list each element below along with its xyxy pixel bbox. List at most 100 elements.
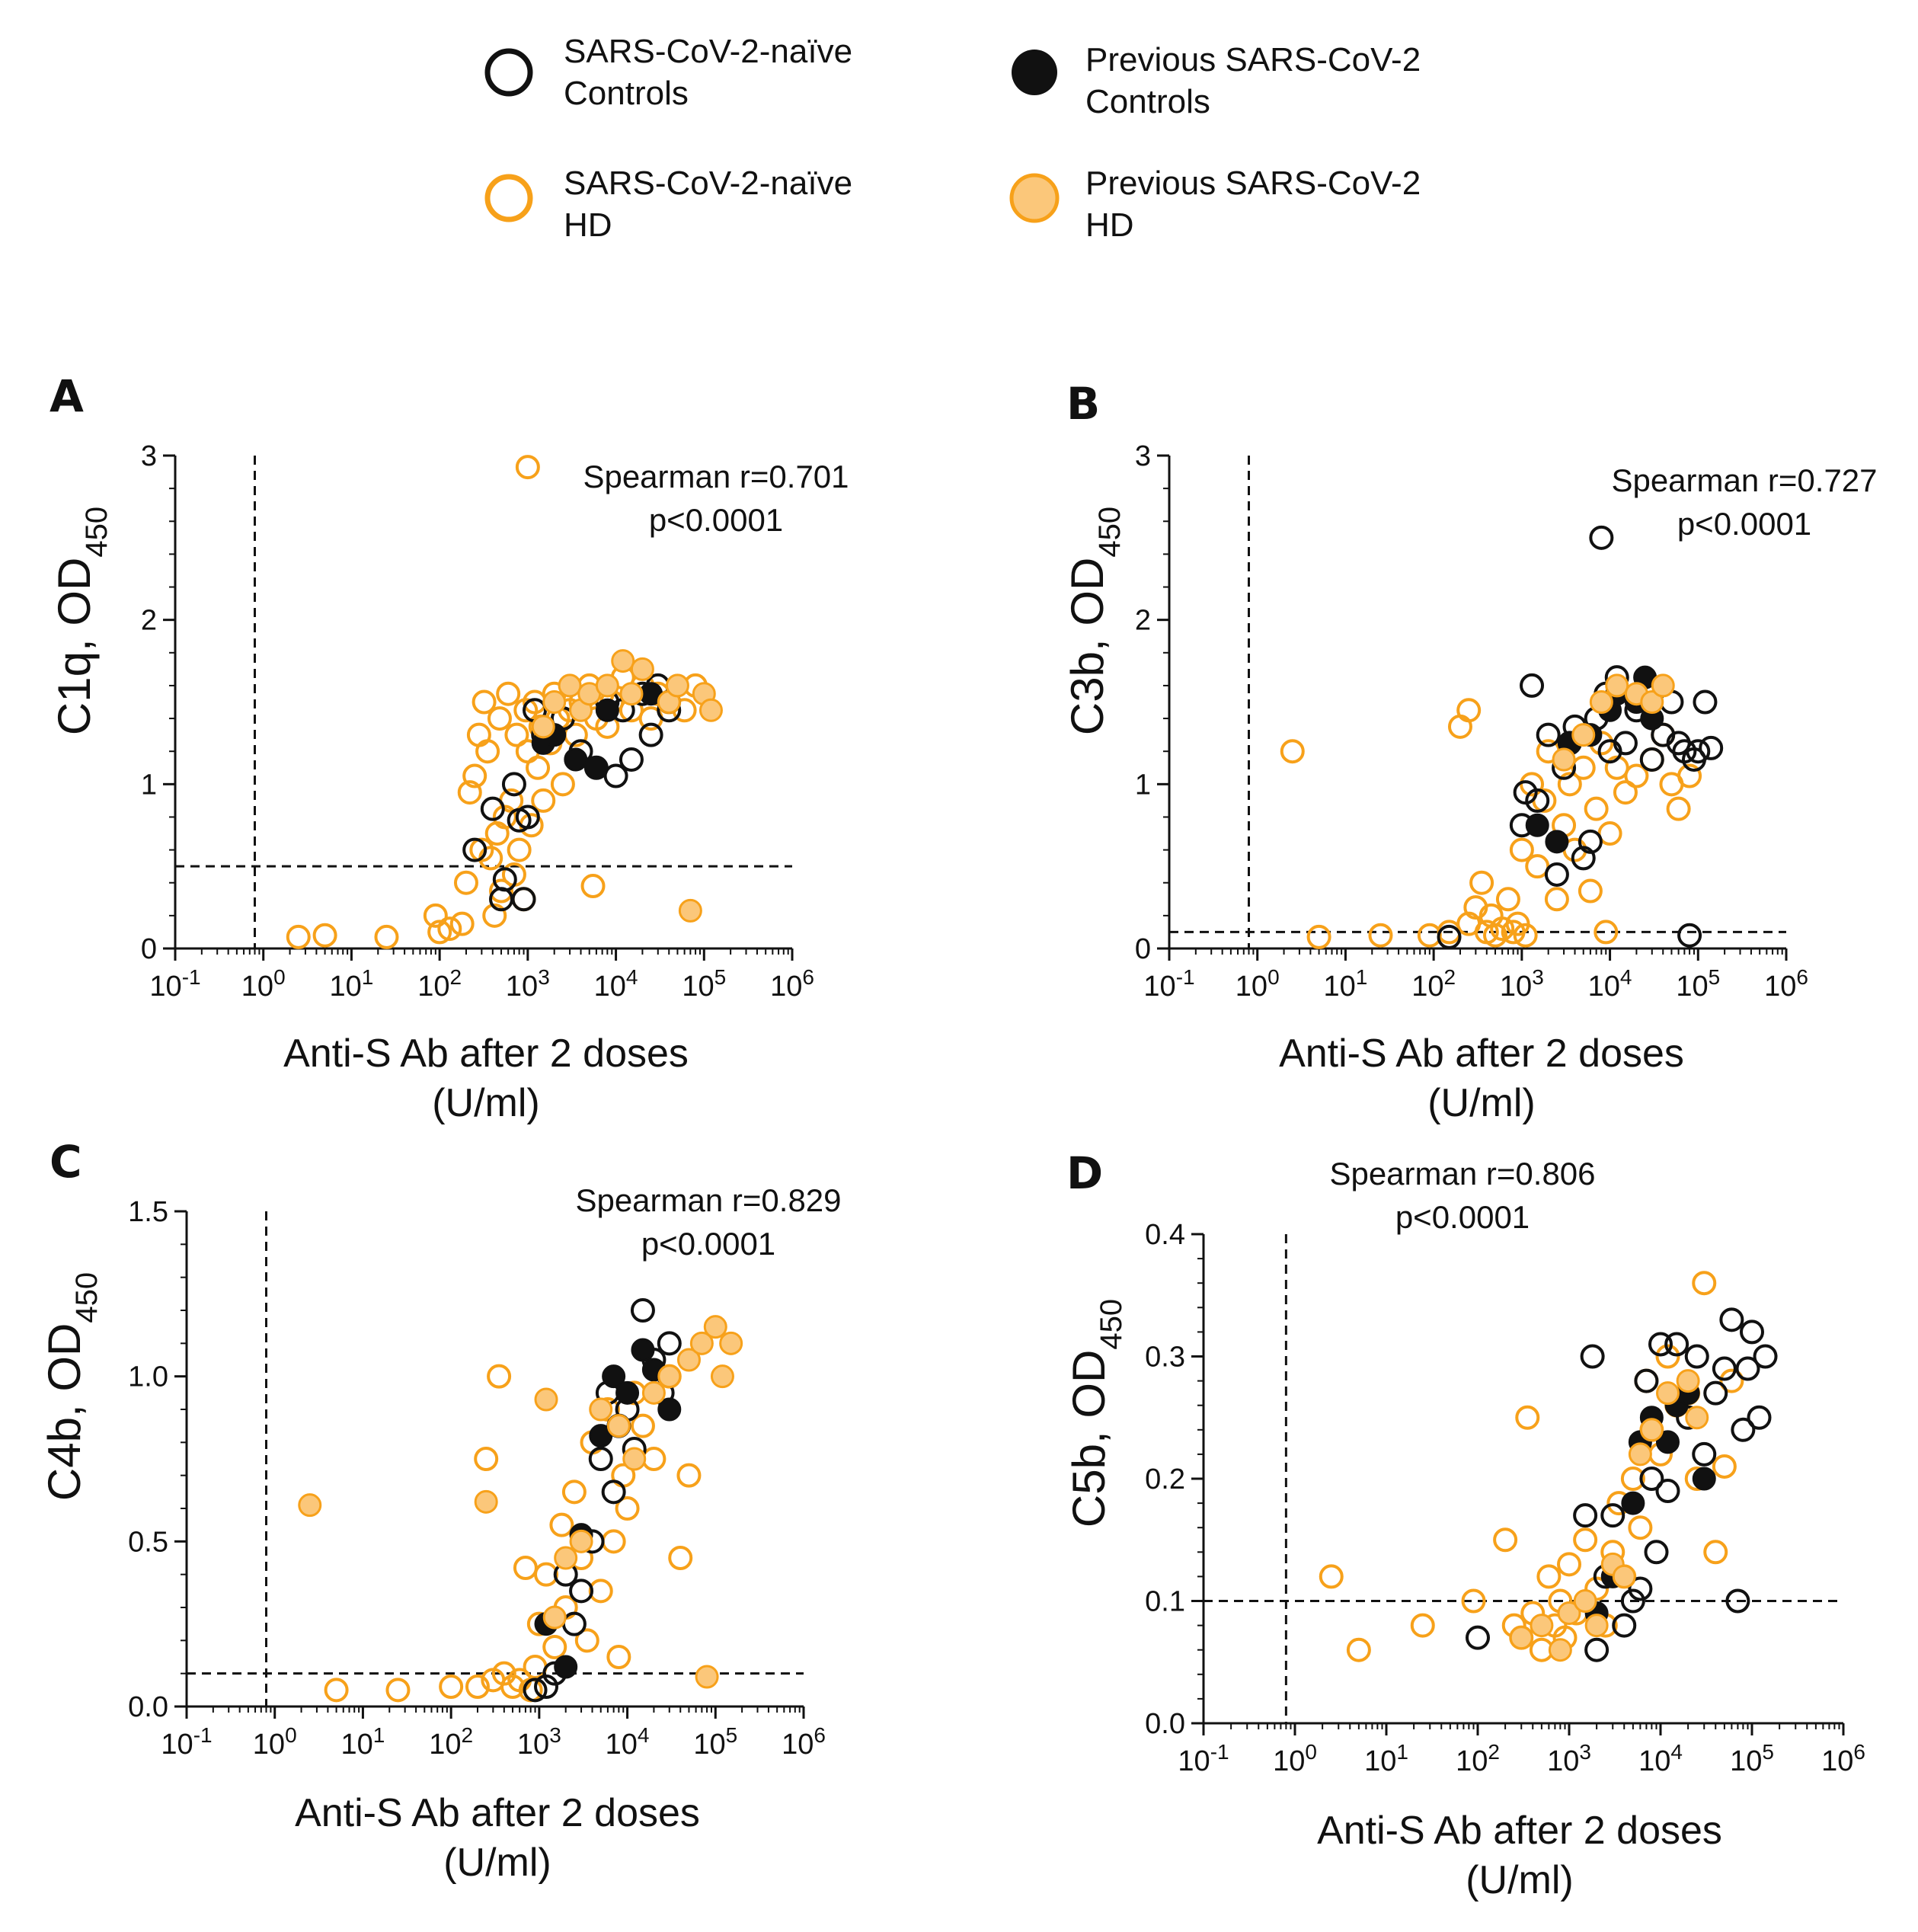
point-previous-hd [678, 898, 702, 923]
point-naive-hd [561, 1479, 587, 1505]
axes: 0.0 0.5 1.0 1.5 10-1 100 101 102 103 104 105 106 [128, 1196, 826, 1761]
point-previous-hd [710, 1364, 734, 1389]
legend-label-line2: Controls [564, 75, 689, 112]
x-tick-label: 102 [1456, 1740, 1500, 1778]
point-naive-hd [1490, 916, 1515, 942]
data-points [1319, 1271, 1778, 1662]
point-naive-controls [1655, 1479, 1680, 1504]
x-tick-label: 104 [606, 1723, 650, 1761]
p-value: p<0.0001 [1395, 1199, 1530, 1235]
y-axis-title: C4b, OD450 [39, 1272, 104, 1501]
point-naive-controls [1699, 735, 1724, 760]
point-naive-controls [501, 772, 526, 797]
point-naive-controls [603, 763, 628, 788]
point-previous-controls [589, 1424, 613, 1448]
x-tick-label: 102 [429, 1723, 473, 1761]
x-tick-label: 103 [506, 965, 550, 1003]
point-naive-controls [1578, 829, 1603, 854]
point-naive-hd [606, 1645, 631, 1669]
point-previous-hd [641, 1380, 666, 1405]
point-naive-controls [1584, 1637, 1610, 1662]
point-naive-controls [1536, 722, 1561, 747]
x-tick-label: 105 [1730, 1740, 1774, 1778]
point-naive-hd [550, 772, 575, 797]
point-naive-controls [1731, 1417, 1756, 1442]
point-naive-hd [1536, 1564, 1562, 1589]
point-naive-hd [1628, 1515, 1653, 1540]
legend-label-line2: Controls [1085, 83, 1210, 120]
data-points [298, 1298, 743, 1703]
point-previous-controls [631, 1338, 655, 1362]
x-axis-title-line2: (U/ml) [1466, 1858, 1574, 1902]
point-naive-controls [1544, 862, 1569, 887]
point-previous-hd [619, 682, 644, 706]
point-previous-hd [698, 698, 723, 722]
point-naive-controls [569, 1579, 594, 1604]
x-tick-label: 104 [1588, 965, 1632, 1003]
y-tick-label: 2 [1135, 605, 1151, 637]
point-naive-hd [1346, 1637, 1371, 1662]
point-previous-hd [1530, 1614, 1554, 1638]
point-naive-hd [1584, 796, 1609, 821]
spearman-stat: Spearman r=0.727 [1611, 462, 1877, 498]
legend-marker-filled-black [1012, 50, 1057, 95]
y-tick-label: 0.2 [1145, 1463, 1185, 1495]
legend-item-previous-controls: Previous SARS-CoV-2 Controls [1012, 41, 1421, 120]
point-previous-hd [1676, 1369, 1700, 1393]
point-naive-controls [1613, 731, 1638, 756]
point-previous-controls [554, 1655, 578, 1679]
point-naive-hd [1719, 1368, 1744, 1393]
point-naive-controls [1612, 1613, 1637, 1638]
point-naive-hd [1515, 1405, 1540, 1430]
point-previous-hd [630, 657, 654, 681]
point-previous-hd [1628, 1442, 1652, 1467]
x-tick-label: 10-1 [149, 965, 200, 1003]
point-naive-hd [1573, 1527, 1598, 1553]
point-previous-controls [595, 698, 619, 722]
point-naive-controls [1644, 1540, 1669, 1565]
panel-letter: D [1066, 1147, 1103, 1199]
point-naive-hd [312, 923, 337, 948]
point-naive-controls [1466, 1625, 1490, 1650]
legend-item-naive-controls: SARS-CoV-2-naïve Controls [484, 33, 852, 112]
point-naive-hd [549, 1512, 574, 1537]
legend-marker-open-orange [484, 174, 533, 222]
y-axis-title: C3b, OD450 [1062, 507, 1127, 735]
axes: 0.0 0.1 0.2 0.3 0.4 10-1 100 101 102 103 104 105 106 [1145, 1219, 1865, 1777]
point-previous-hd [719, 1331, 743, 1355]
spearman-stat: Spearman r=0.701 [583, 459, 849, 494]
point-naive-hd [630, 1413, 655, 1438]
point-naive-hd [489, 878, 514, 904]
point-naive-controls [1525, 788, 1550, 813]
point-previous-hd [554, 1546, 578, 1570]
point-naive-hd [324, 1678, 349, 1703]
point-naive-controls [1600, 1503, 1626, 1528]
y-tick-label: 3 [1135, 440, 1151, 472]
point-previous-controls [564, 747, 588, 772]
x-tick-label: 102 [1411, 965, 1456, 1003]
point-previous-hd [665, 673, 689, 698]
point-naive-hd [487, 706, 512, 731]
panel-d: D 0.0 0.1 0.2 0.3 0.4 10-1 100 101 102 103 104 105 1… [1063, 1147, 1865, 1902]
point-naive-controls [1719, 1307, 1744, 1332]
point-previous-controls [1621, 1491, 1645, 1515]
point-naive-controls [515, 804, 540, 830]
point-naive-controls [492, 867, 517, 892]
x-tick-label: 100 [1236, 965, 1280, 1003]
point-naive-hd [453, 870, 478, 895]
point-previous-hd [534, 1387, 558, 1412]
point-naive-hd [423, 903, 448, 928]
point-previous-hd [1548, 1638, 1572, 1662]
x-tick-label: 103 [1500, 965, 1544, 1003]
x-tick-label: 106 [1764, 965, 1808, 1003]
point-naive-hd [1319, 1564, 1344, 1589]
point-naive-hd [531, 788, 556, 813]
x-tick-label: 103 [1547, 1740, 1591, 1778]
point-naive-hd [1594, 920, 1619, 945]
point-naive-controls [534, 1675, 559, 1699]
x-tick-label: 10-1 [1143, 965, 1194, 1003]
point-naive-controls [1620, 1588, 1645, 1614]
point-naive-hd [1620, 1467, 1645, 1491]
point-previous-controls [615, 1380, 640, 1405]
point-naive-hd [1557, 1552, 1581, 1577]
